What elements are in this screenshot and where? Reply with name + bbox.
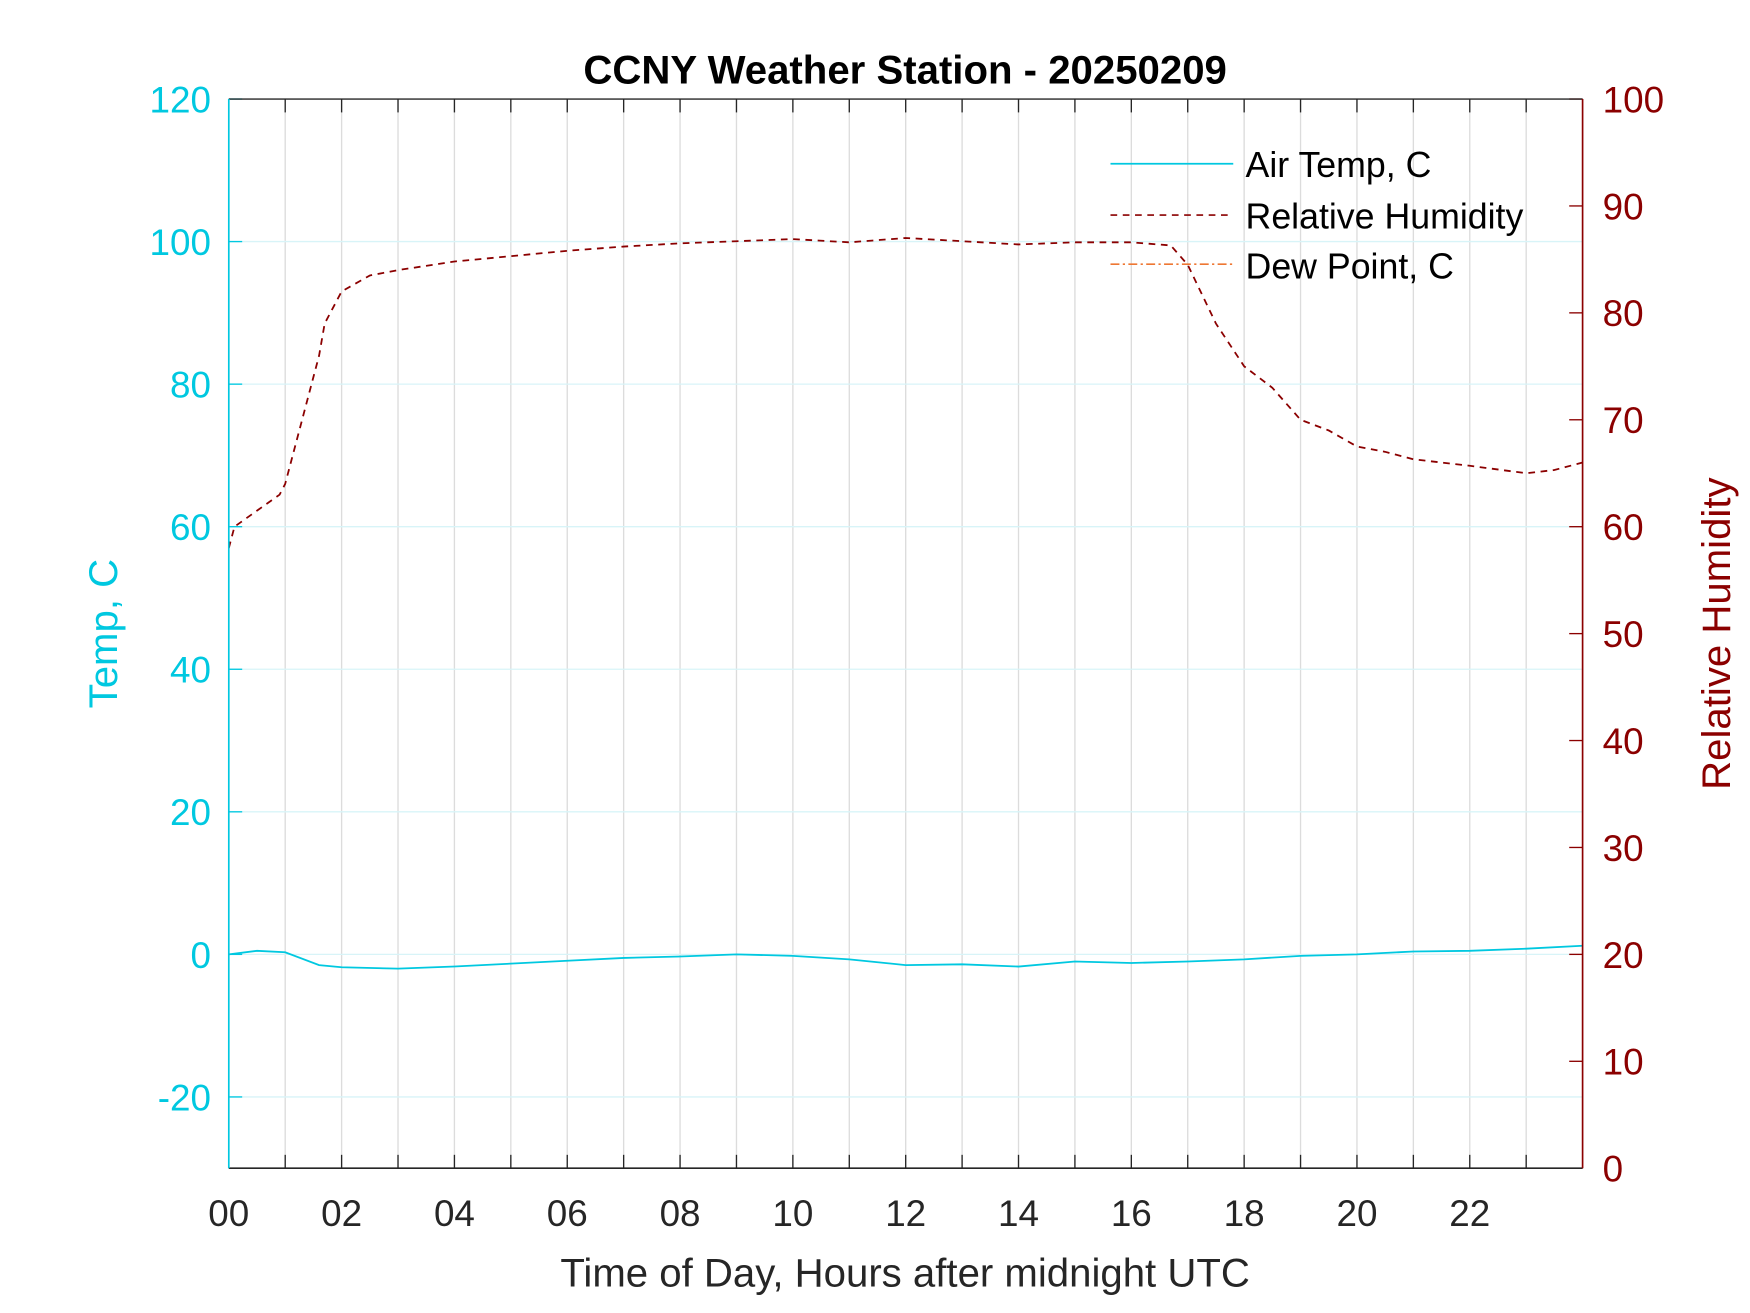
axes [227,98,1584,1170]
y-right-tick-label: 20 [1603,935,1644,976]
y-right-tick-label: 30 [1603,828,1644,869]
y-left-tick-label: 60 [170,507,211,548]
legend-label-air-temp: Air Temp, C [1246,145,1432,185]
x-tick-label: 22 [1449,1193,1490,1234]
y-right-tick-label: 100 [1603,79,1664,120]
legend-label-rh: Relative Humidity [1246,196,1524,236]
y-axis-left-label: Temp, C [81,559,126,709]
y-right-tick-label: 10 [1603,1042,1644,1083]
x-tick-label: 02 [321,1193,362,1234]
x-tick-label: 10 [772,1193,813,1234]
x-tick-label: 06 [547,1193,588,1234]
series-group [227,237,1583,970]
y-left-tick-label: 80 [170,365,211,406]
y-right-tick-label: 40 [1603,721,1644,762]
x-tick-label: 18 [1224,1193,1265,1234]
relative-humidity-line [227,237,1583,549]
y-right-tick-label: 80 [1603,293,1644,334]
y-left-tick-label: 120 [149,79,210,120]
x-tick-label: 16 [1111,1193,1152,1234]
x-tick-label: 04 [434,1193,475,1234]
y-left-tick-label: 40 [170,650,211,691]
grid [228,99,1583,1169]
x-tick-label: 14 [998,1193,1039,1234]
y-right-tick-label: 0 [1603,1149,1623,1190]
legend: Air Temp, C Relative Humidity Dew Point,… [1110,145,1523,287]
y-left-tick-label: 20 [170,792,211,833]
y-left-tick-label: 100 [149,222,210,263]
legend-label-dew: Dew Point, C [1246,247,1454,287]
y-right-tick-label: 90 [1603,186,1644,227]
y-right-tick-label: 50 [1603,614,1644,655]
x-tick-label: 00 [208,1193,249,1234]
x-tick-label: 08 [660,1193,701,1234]
x-tick-label: 20 [1336,1193,1377,1234]
y-left-tick-label: 0 [190,935,210,976]
air-temp-line [228,944,1583,970]
chart-title: CCNY Weather Station - 20250209 [583,47,1227,92]
ticks: -200204060801001200102030405060708090100… [149,79,1664,1234]
y-right-tick-label: 70 [1603,400,1644,441]
y-left-tick-label: -20 [158,1077,211,1118]
x-tick-label: 12 [885,1193,926,1234]
y-right-tick-label: 60 [1603,507,1644,548]
y-axis-right-label: Relative Humidity [1694,477,1739,789]
x-axis-label: Time of Day, Hours after midnight UTC [560,1251,1250,1296]
